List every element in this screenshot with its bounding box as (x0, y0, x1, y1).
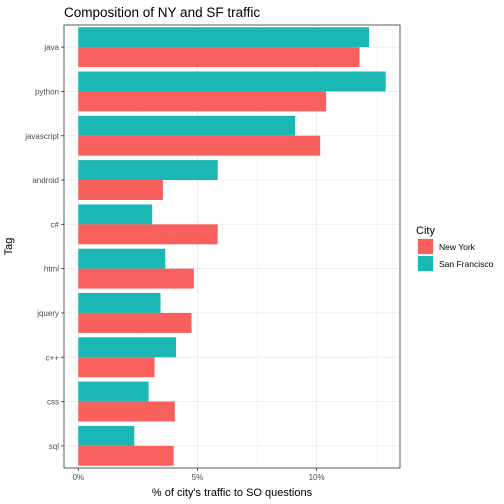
y-tick-label: sql (49, 442, 59, 451)
bar-new-york (78, 135, 321, 156)
bar-new-york (78, 47, 360, 68)
bar-san-francisco (78, 204, 153, 225)
bar-san-francisco (78, 71, 386, 92)
y-tick-label: c++ (46, 353, 60, 362)
bar-new-york (78, 401, 175, 422)
y-tick-label: python (35, 87, 59, 96)
legend: City New York San Francisco (416, 225, 494, 272)
x-tick-label: 10% (309, 473, 325, 482)
y-tick-label: java (43, 43, 59, 52)
bar-new-york (78, 180, 163, 200)
x-tick-label: 5% (192, 473, 204, 482)
legend-title: City (416, 225, 435, 237)
legend-swatch (418, 239, 433, 254)
bar-san-francisco (78, 27, 370, 48)
legend-swatch (418, 256, 433, 271)
bar-new-york (78, 268, 194, 289)
y-tick-label: android (32, 176, 59, 185)
bar-san-francisco (78, 337, 176, 358)
bar-new-york (78, 357, 155, 378)
legend-label: San Francisco (439, 259, 494, 269)
bar-san-francisco (78, 160, 218, 181)
axis-ticks: 0% 5% 10% java python javascript android c# html… (24, 43, 324, 482)
bars (78, 27, 386, 466)
chart-title: Composition of NY and SF traffic (64, 5, 260, 20)
x-axis-title: % of city's traffic to SO questions (152, 487, 313, 499)
y-tick-label: css (47, 398, 59, 407)
legend-label: New York (439, 242, 476, 252)
bar-san-francisco (78, 115, 296, 136)
bar-san-francisco (78, 293, 161, 313)
x-tick-label: 0% (73, 473, 85, 482)
bar-san-francisco (78, 381, 149, 402)
bar-san-francisco (78, 248, 166, 269)
panel-border (63, 24, 401, 469)
bar-new-york (78, 91, 327, 112)
y-axis-title: Tag (3, 238, 15, 256)
y-tick-label: html (44, 265, 59, 274)
bar-new-york (78, 445, 174, 466)
bar-san-francisco (78, 425, 135, 446)
y-tick-label: jquery (36, 309, 59, 318)
y-tick-label: javascript (24, 132, 60, 141)
y-tick-label: c# (51, 220, 60, 229)
bar-new-york (78, 312, 192, 333)
bar-new-york (78, 224, 218, 245)
